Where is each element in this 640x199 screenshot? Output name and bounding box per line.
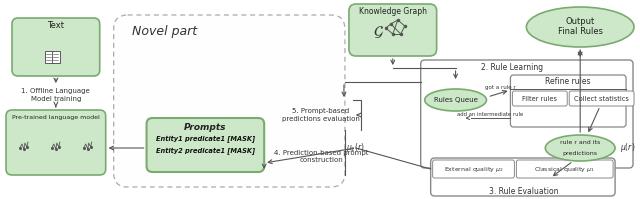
FancyBboxPatch shape <box>52 51 60 63</box>
Text: got a rule r: got a rule r <box>485 85 516 90</box>
Text: 4. Prediction-based prompt
construction: 4. Prediction-based prompt construction <box>274 150 368 164</box>
Text: Text: Text <box>47 21 65 30</box>
Text: 2. Rule Learning: 2. Rule Learning <box>481 63 543 72</box>
FancyBboxPatch shape <box>431 158 615 196</box>
FancyBboxPatch shape <box>569 91 634 106</box>
Text: 5. Prompt-based
predictions evaluation: 5. Prompt-based predictions evaluation <box>282 108 360 122</box>
Text: Output: Output <box>566 18 595 26</box>
Text: External quality $\mu_2$: External quality $\mu_2$ <box>444 165 504 174</box>
FancyBboxPatch shape <box>433 160 515 178</box>
Text: Classical quality $\mu_1$: Classical quality $\mu_1$ <box>534 165 595 174</box>
FancyBboxPatch shape <box>511 75 626 127</box>
Ellipse shape <box>526 7 634 47</box>
Text: Refine rules: Refine rules <box>545 77 591 87</box>
Text: Prompts: Prompts <box>184 123 227 132</box>
Text: Pre-trained language model: Pre-trained language model <box>12 115 100 121</box>
Text: Novel part: Novel part <box>132 25 196 38</box>
Text: Entity1 predicate1 [MASK]: Entity1 predicate1 [MASK] <box>156 136 255 142</box>
Ellipse shape <box>545 135 615 161</box>
FancyBboxPatch shape <box>6 110 106 175</box>
FancyBboxPatch shape <box>420 60 633 168</box>
Text: $\mathcal{G}$: $\mathcal{G}$ <box>373 24 384 40</box>
Text: 3. Rule Evaluation: 3. Rule Evaluation <box>488 187 558 196</box>
FancyBboxPatch shape <box>12 18 100 76</box>
Text: Entity2 predicate1 [MASK]: Entity2 predicate1 [MASK] <box>156 147 255 154</box>
FancyBboxPatch shape <box>45 51 53 63</box>
FancyBboxPatch shape <box>349 4 436 56</box>
Text: Filter rules: Filter rules <box>522 96 557 102</box>
Text: predictions: predictions <box>563 150 598 155</box>
Text: Collect statistics: Collect statistics <box>573 96 628 102</box>
Text: Knowledge Graph: Knowledge Graph <box>359 8 427 17</box>
FancyBboxPatch shape <box>513 91 567 106</box>
Text: 1. Offline Language
Model training: 1. Offline Language Model training <box>22 89 90 101</box>
Text: Rules Queue: Rules Queue <box>434 97 477 103</box>
Text: Final Rules: Final Rules <box>557 27 603 36</box>
Text: rule r and its: rule r and its <box>560 140 600 145</box>
Text: $\mu_2(r)$: $\mu_2(r)$ <box>346 141 365 154</box>
Text: add an intermediate rule: add an intermediate rule <box>458 111 524 116</box>
Ellipse shape <box>425 89 486 111</box>
Text: $\mu(r)$: $\mu(r)$ <box>620 141 636 154</box>
FancyBboxPatch shape <box>516 160 613 178</box>
FancyBboxPatch shape <box>114 15 345 187</box>
FancyBboxPatch shape <box>147 118 264 172</box>
